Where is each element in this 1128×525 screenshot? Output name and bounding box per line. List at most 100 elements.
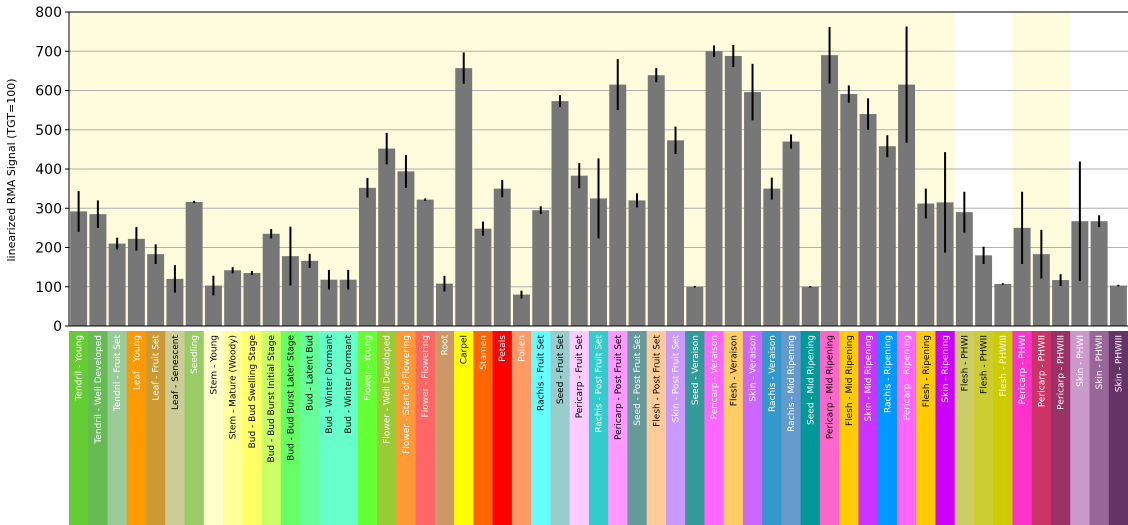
category-cell-26 — [569, 331, 590, 525]
category-label-2: Tendril - Fruit Set — [113, 335, 123, 413]
category-cell-34 — [723, 331, 744, 525]
y-tick-label-800: 800 — [35, 5, 62, 21]
category-cell-36 — [762, 331, 782, 525]
bar-0 — [70, 211, 88, 326]
bar-6 — [185, 201, 203, 326]
category-label-50: Pericarp - PHWII — [1037, 335, 1047, 407]
category-cell-40 — [839, 331, 859, 525]
category-label-45: Skin - Ripening — [941, 335, 951, 403]
category-label-12: Bud - Latent Bud — [306, 335, 316, 411]
category-cell-47 — [973, 331, 994, 525]
category-label-21: Stamen — [479, 335, 489, 370]
bar-38 — [801, 286, 819, 326]
category-label-53: Skin - PHWII — [1095, 335, 1105, 390]
category-label-18: Flower - Flowering — [421, 335, 431, 417]
bar-45 — [936, 202, 954, 326]
y-tick-label-500: 500 — [35, 123, 62, 139]
category-labels: Tendril - Young Tendril - Well Developed T… — [69, 331, 1128, 525]
bar-15 — [358, 187, 376, 326]
bar-20 — [455, 68, 473, 326]
y-tick-label-100: 100 — [35, 280, 62, 296]
bar-42 — [878, 146, 896, 326]
category-cell-4 — [146, 331, 166, 525]
category-cell-45 — [935, 331, 956, 525]
bar-53 — [1090, 221, 1108, 326]
bar-34 — [724, 55, 742, 327]
y-tick-label-300: 300 — [35, 201, 62, 217]
y-tick-labels: 0 100 200 300 400 500 600 700 800 — [35, 5, 69, 335]
category-label-5: Leaf - Senescent — [171, 335, 181, 410]
bar-4 — [147, 254, 165, 326]
category-cell-10 — [261, 331, 282, 525]
category-cell-43 — [896, 331, 917, 525]
bar-13 — [320, 279, 338, 326]
bar-8 — [224, 270, 242, 326]
category-cell-38 — [800, 331, 821, 525]
category-label-35: Skin - Veraison — [749, 335, 759, 402]
category-cell-27 — [588, 331, 609, 525]
bar-14 — [339, 279, 357, 326]
category-label-3: Leaf - Young — [132, 335, 142, 390]
bar-10 — [262, 233, 280, 326]
bar-30 — [647, 75, 665, 326]
category-cell-18 — [415, 331, 436, 525]
category-label-24: Rachis - Fruit Set — [537, 335, 547, 411]
category-cell-24 — [531, 331, 551, 525]
category-cell-51 — [1050, 331, 1071, 525]
category-cell-29 — [627, 331, 648, 525]
bar-18 — [416, 199, 434, 326]
category-label-27: Rachis - Post Fruit Set — [595, 335, 605, 433]
bar-16 — [378, 148, 396, 326]
category-cell-44 — [916, 331, 936, 525]
category-label-33: Pericarp - Veraison — [710, 335, 720, 419]
bar-35 — [744, 92, 762, 326]
bar-12 — [301, 260, 319, 326]
category-cell-21 — [473, 331, 494, 525]
category-cell-52 — [1070, 331, 1090, 525]
category-cell-14 — [338, 331, 359, 525]
category-label-4: Leaf - Fruit Set — [152, 335, 162, 401]
category-label-34: Flesh - Veraison — [729, 335, 739, 406]
category-label-30: Flesh - Post Fruit Set — [652, 335, 662, 427]
category-cell-33 — [704, 331, 725, 525]
category-label-37: Rachis - Mid Ripening — [787, 335, 797, 432]
bar-19 — [435, 283, 453, 326]
category-label-1: Tendril - Well Developed — [94, 335, 104, 445]
category-label-41: Skin - Mid Ripening — [864, 335, 874, 422]
category-cell-20 — [454, 331, 474, 525]
category-cell-22 — [492, 331, 513, 525]
category-label-13: Bud - Winter Dormant — [325, 335, 335, 434]
bar-3 — [127, 238, 145, 326]
y-tick-label-700: 700 — [35, 44, 62, 60]
bar-41 — [859, 114, 877, 326]
category-cell-35 — [742, 331, 763, 525]
category-label-10: Bud - Bud Burst Initial Stage — [267, 335, 277, 463]
bar-29 — [628, 200, 646, 326]
category-label-25: Seed - Fruit Set — [556, 335, 566, 405]
category-cell-23 — [511, 331, 532, 525]
category-cell-48 — [993, 331, 1013, 525]
category-label-42: Rachis - Ripening — [883, 335, 893, 413]
category-label-23: Pollen — [517, 335, 527, 362]
category-cell-11 — [280, 331, 301, 525]
category-label-15: Flower - Young — [363, 335, 373, 401]
bar-48 — [994, 284, 1012, 326]
bar-25 — [551, 101, 569, 326]
category-label-16: Flower - Well Developed — [383, 335, 393, 444]
category-cell-16 — [377, 331, 397, 525]
category-cell-50 — [1031, 331, 1052, 525]
category-cell-28 — [608, 331, 628, 525]
category-cell-0 — [69, 331, 89, 525]
bar-49 — [1013, 227, 1031, 326]
y-tick-label-200: 200 — [35, 241, 62, 257]
category-cell-31 — [665, 331, 686, 525]
category-label-11: Bud - Bud Burst Later Stage — [286, 335, 296, 461]
category-cell-49 — [1012, 331, 1033, 525]
category-cell-17 — [396, 331, 417, 525]
category-label-51: Pericarp - PHWIII — [1057, 335, 1067, 410]
category-label-17: Flower - Start of Flowering — [402, 335, 412, 454]
category-label-6: Seedling — [190, 335, 200, 374]
bar-37 — [782, 141, 800, 326]
bar-40 — [840, 94, 858, 326]
